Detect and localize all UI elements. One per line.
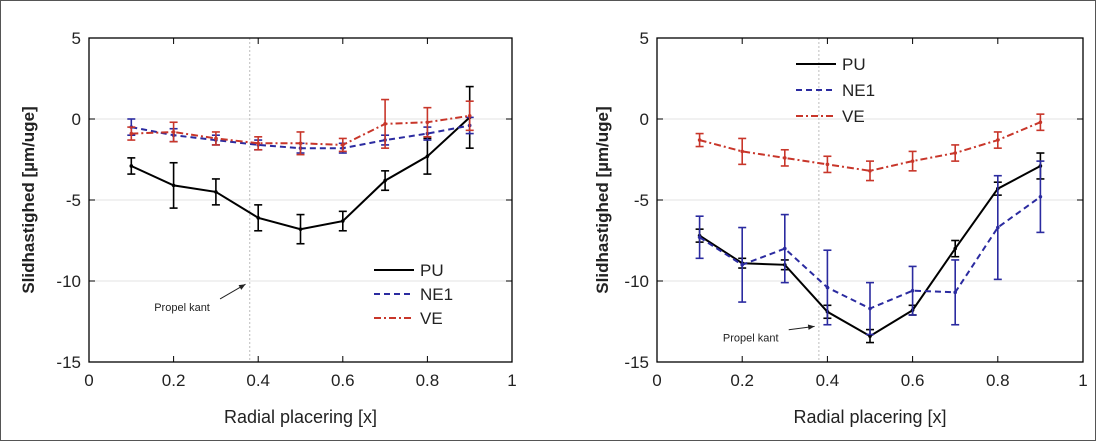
data-point-ne1 <box>783 246 787 251</box>
data-point-ve <box>825 162 830 167</box>
data-point-ne1 <box>868 306 872 311</box>
annotation-label: Propel kant <box>723 333 779 345</box>
chart-panel-1: -15 -10 -5 0 5 0 0.2 0.4 0.6 0.8 1 Radial placering… <box>19 29 517 427</box>
data-point-pu <box>425 154 430 159</box>
x-tick-label: 1 <box>1078 371 1087 390</box>
y-tick-label: 0 <box>72 110 81 129</box>
y-tick-label: -15 <box>56 353 81 372</box>
y-axis-label: Slidhastighed [µm/uge] <box>19 106 38 293</box>
data-point-ve <box>383 122 387 126</box>
data-point-pu <box>171 183 176 188</box>
data-point-ve <box>298 141 303 146</box>
data-point-ne1 <box>996 225 1000 230</box>
x-axis-label: Radial placering [x] <box>224 407 377 427</box>
y-tick-label: -15 <box>624 353 649 372</box>
data-point-ne1 <box>740 263 744 267</box>
data-point-ve <box>467 113 472 118</box>
chart-panel-2: -15 -10 -5 0 5 0 0.2 0.4 0.6 0.8 1 Radial placering… <box>593 29 1088 427</box>
legend-label-ne1: NE1 <box>420 285 453 304</box>
data-point-pu <box>341 219 345 223</box>
data-point-pu <box>256 216 261 220</box>
data-point-ne1 <box>1038 194 1043 199</box>
data-point-pu <box>129 164 134 168</box>
data-point-ve <box>740 149 744 154</box>
data-point-pu <box>383 178 387 183</box>
y-tick-label: -10 <box>624 272 649 291</box>
x-tick-label: 0.4 <box>246 371 270 390</box>
data-point-ne1 <box>953 290 957 295</box>
data-point-ve <box>868 169 872 173</box>
annotation-arrowhead <box>807 324 815 330</box>
data-point-ve <box>129 131 134 136</box>
x-tick-label: 0.4 <box>816 371 840 390</box>
y-tick-label: -5 <box>66 191 81 210</box>
x-tick-label: 0.8 <box>986 371 1010 390</box>
data-point-ve <box>910 159 915 163</box>
data-point-ve <box>425 120 430 125</box>
data-point-ve <box>341 143 345 147</box>
x-tick-label: 0.6 <box>331 371 355 390</box>
data-point-ne1 <box>697 235 702 240</box>
data-point-pu <box>298 227 303 231</box>
y-tick-label: 5 <box>640 29 649 48</box>
x-axis-label: Radial placering [x] <box>793 407 946 427</box>
series-line-ve <box>699 121 1041 172</box>
x-tick-label: 0.2 <box>162 371 186 390</box>
annotation-arrowhead <box>238 284 246 290</box>
x-tick-label: 0 <box>652 371 661 390</box>
legend-label-ve: VE <box>420 309 443 328</box>
data-point-pu <box>953 246 957 251</box>
x-tick-label: 0.6 <box>901 371 925 390</box>
x-tick-label: 0.2 <box>730 371 754 390</box>
x-tick-label: 0 <box>84 371 93 390</box>
y-tick-label: -5 <box>634 191 649 210</box>
x-tick-label: 0.8 <box>416 371 440 390</box>
annotation-label: Propel kant <box>154 302 210 314</box>
data-point-ve <box>953 151 957 155</box>
y-tick-label: -10 <box>56 272 81 291</box>
y-tick-label: 0 <box>640 110 649 129</box>
legend-label-pu: PU <box>842 55 866 74</box>
data-point-ve <box>214 136 218 141</box>
data-point-ve <box>171 130 176 134</box>
data-point-ve <box>996 138 1000 142</box>
legend-label-ve: VE <box>842 107 865 126</box>
data-point-ve <box>1038 120 1043 125</box>
data-point-ne1 <box>910 288 915 293</box>
data-point-ve <box>697 138 702 142</box>
x-tick-label: 1 <box>507 371 516 390</box>
data-point-ve <box>256 141 261 146</box>
data-point-ne1 <box>825 285 830 290</box>
y-tick-label: 5 <box>72 29 81 48</box>
legend-label-pu: PU <box>420 261 444 280</box>
data-point-ve <box>783 156 787 160</box>
legend-label-ne1: NE1 <box>842 81 875 100</box>
data-point-pu <box>214 190 218 194</box>
y-axis-label: Slidhastighed [µm/uge] <box>593 106 612 293</box>
